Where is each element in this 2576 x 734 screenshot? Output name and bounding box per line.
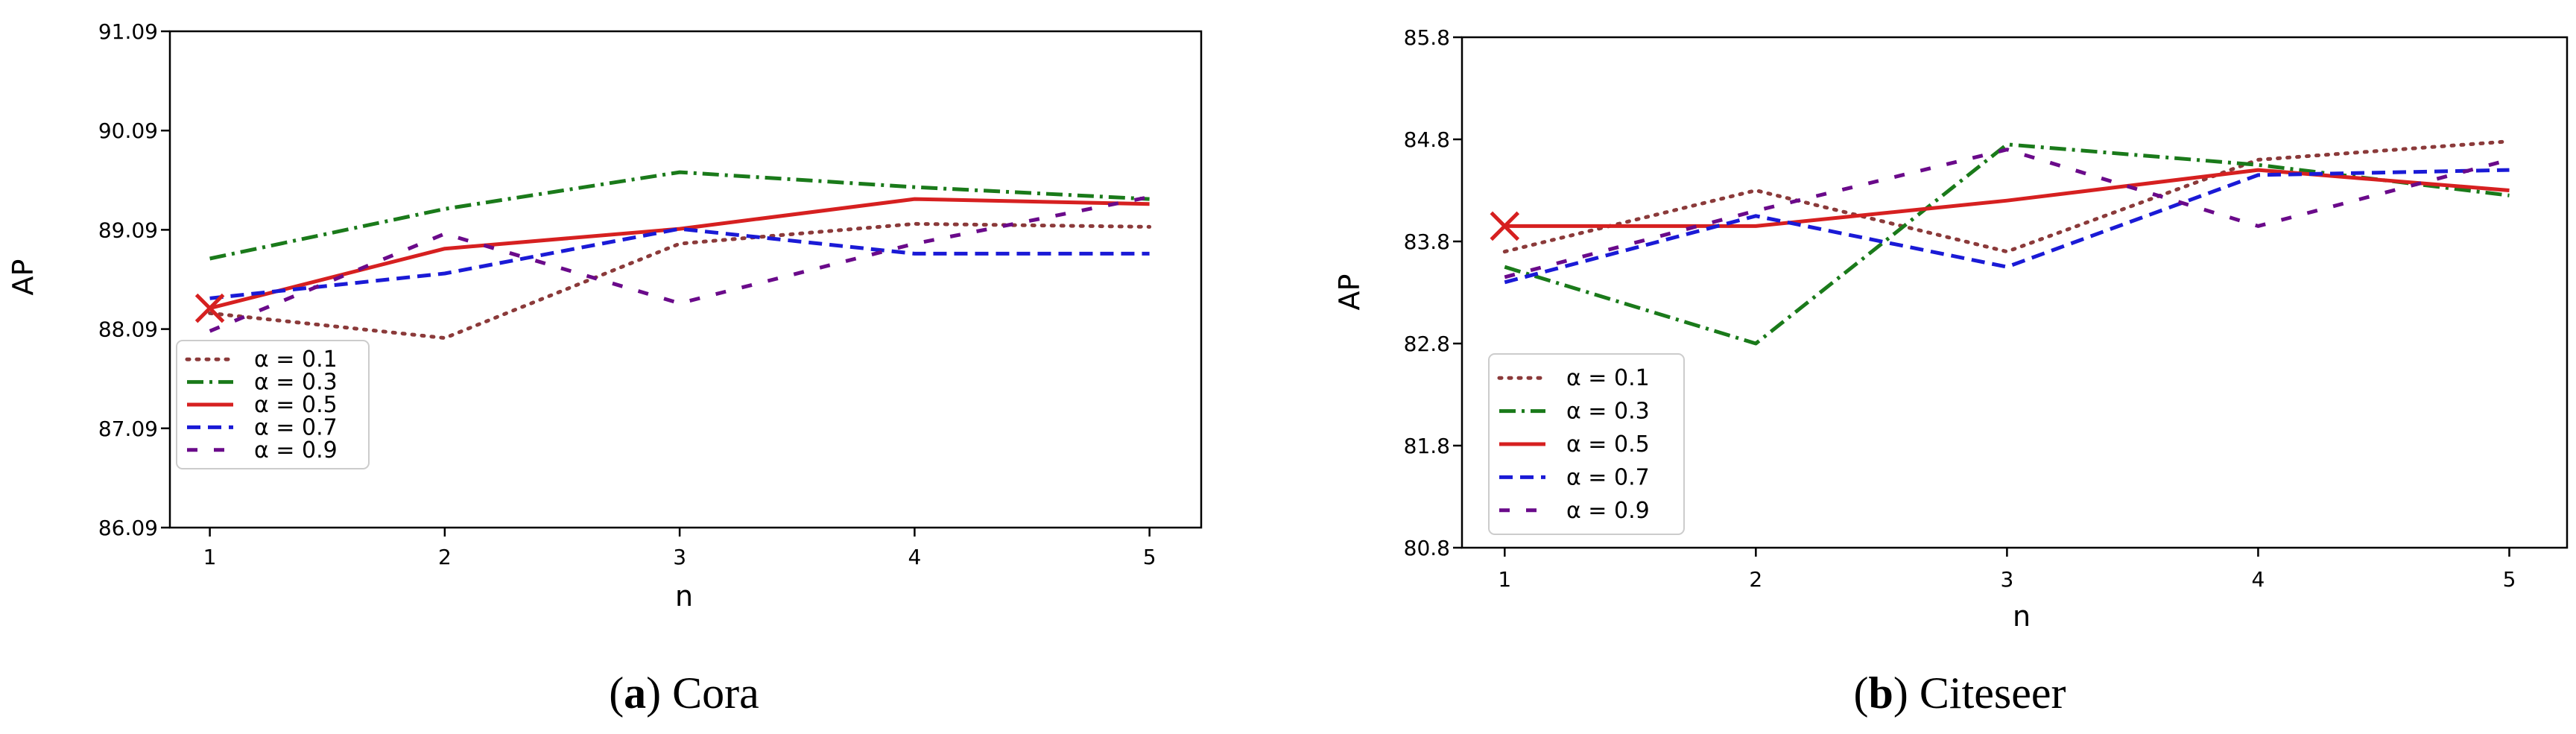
chart-cora: 86.09 87.09 88.09 89.09 90.09 91.09 1 2 3 4 5 n AP α …	[7, 19, 1203, 718]
caption-open-paren: (	[1854, 668, 1869, 718]
start-marker	[1490, 211, 1520, 241]
caption-text: Citeseer	[1920, 668, 2066, 718]
series-line-1	[209, 170, 1150, 261]
x-tick-label: 4	[908, 545, 921, 569]
caption-letter: b	[1869, 668, 1893, 718]
x-tick-label: 1	[1498, 567, 1511, 592]
legend-label: α = 0.3	[1566, 399, 1650, 425]
y-tick-label: 85.8	[1404, 25, 1450, 50]
x-tick-label: 1	[203, 545, 217, 569]
series-line-0	[1502, 139, 2511, 254]
legend-box	[1488, 353, 1685, 535]
legend-label: α = 0.9	[254, 437, 338, 464]
y-tick-label: 90.09	[98, 118, 158, 143]
y-tick-label: 91.09	[98, 19, 158, 44]
caption: (a) Cora	[609, 668, 759, 718]
series-line-3	[209, 227, 1150, 300]
caption: (b) Citeseer	[1854, 668, 2066, 718]
series-line-4	[1504, 148, 2510, 279]
series-line-4	[209, 194, 1151, 333]
x-axis-title: n	[675, 580, 693, 613]
caption-close-paren: )	[646, 668, 672, 718]
x-tick-label: 3	[673, 545, 686, 569]
x-tick-label: 5	[2503, 567, 2516, 592]
legend-box	[176, 340, 370, 469]
y-tick-label: 88.09	[98, 317, 158, 342]
series-line-3	[1504, 168, 2510, 285]
series-line-2	[209, 197, 1150, 311]
caption-open-paren: (	[609, 668, 624, 718]
legend-label: α = 0.1	[254, 347, 338, 373]
y-tick-label: 86.09	[98, 516, 158, 540]
y-tick-label: 82.8	[1404, 332, 1450, 356]
series-line-2	[1504, 168, 2510, 228]
marker-stroke-2	[194, 293, 225, 323]
y-tick-label: 83.8	[1404, 230, 1450, 254]
legend-label: α = 0.5	[254, 392, 338, 418]
legend-label: α = 0.7	[254, 414, 338, 440]
caption-close-paren: )	[1893, 668, 1920, 718]
y-tick-label: 81.8	[1404, 434, 1450, 458]
caption-text: Cora	[672, 668, 759, 718]
legend-label: α = 0.9	[1566, 498, 1650, 524]
legend-label: α = 0.1	[1566, 365, 1650, 391]
x-tick-label: 2	[438, 545, 452, 569]
y-tick-label: 89.09	[98, 218, 158, 242]
start-marker	[194, 293, 225, 323]
y-tick-label: 84.8	[1404, 127, 1450, 152]
marker-stroke-2	[1490, 211, 1520, 241]
y-tick-label: 80.8	[1404, 536, 1450, 560]
x-tick-label: 3	[2000, 567, 2013, 592]
legend-label: α = 0.3	[254, 370, 338, 396]
x-tick-label: 4	[2252, 567, 2265, 592]
legend-label: α = 0.5	[1566, 431, 1650, 458]
legend-label: α = 0.7	[1566, 464, 1650, 490]
legend: α = 0.1 α = 0.3 α = 0.5 α = 0.7 α = 0.9	[1488, 353, 1685, 535]
y-tick-label: 87.09	[98, 417, 158, 441]
axes-frame	[1461, 36, 2569, 549]
axes-frame	[168, 30, 1203, 529]
caption-letter: a	[624, 668, 646, 718]
x-tick-label: 5	[1143, 545, 1156, 569]
legend: α = 0.1α = 0.3α = 0.5α = 0.7α = 0.9	[176, 340, 370, 469]
y-axis-title: AP	[1333, 274, 1366, 311]
x-tick-label: 2	[1749, 567, 1762, 592]
x-axis-title: n	[2013, 600, 2031, 633]
y-axis-title: AP	[7, 259, 39, 296]
series-line-0	[208, 221, 1152, 341]
